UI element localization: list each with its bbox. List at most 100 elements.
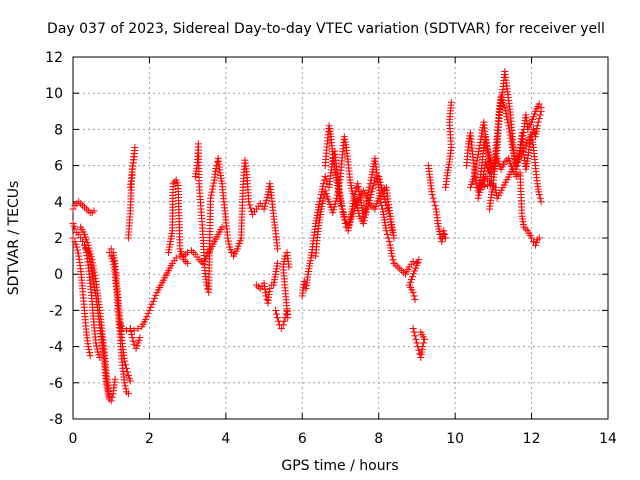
data-point xyxy=(252,281,260,289)
data-point xyxy=(504,119,512,127)
data-point xyxy=(375,172,383,180)
data-point xyxy=(86,349,94,357)
data-point xyxy=(123,364,130,372)
data-point xyxy=(280,317,288,325)
data-point xyxy=(340,212,348,220)
data-point xyxy=(210,179,218,187)
data-point xyxy=(505,122,513,130)
data-point xyxy=(337,198,344,206)
data-point xyxy=(75,198,83,206)
data-point xyxy=(447,98,455,106)
data-point xyxy=(225,240,233,248)
data-point xyxy=(476,141,484,149)
data-point xyxy=(411,332,419,340)
data-point xyxy=(104,389,112,397)
data-point xyxy=(428,191,436,199)
data-point xyxy=(526,140,534,148)
data-point xyxy=(506,131,514,139)
data-point xyxy=(518,138,526,146)
data-point xyxy=(122,361,130,369)
data-point xyxy=(121,357,129,365)
data-point xyxy=(172,254,180,262)
data-point xyxy=(535,191,543,199)
data-point xyxy=(96,353,104,361)
data-point xyxy=(337,201,345,209)
data-point xyxy=(74,249,82,257)
data-point xyxy=(476,188,484,196)
data-point xyxy=(124,390,132,398)
data-point xyxy=(353,201,361,209)
data-point xyxy=(367,191,375,199)
data-point xyxy=(262,196,270,204)
data-point xyxy=(105,395,113,403)
data-point xyxy=(474,151,482,159)
data-point xyxy=(315,198,323,206)
data-point xyxy=(189,248,197,256)
data-point xyxy=(507,137,515,145)
x-tick-label: 14 xyxy=(599,431,617,447)
data-point xyxy=(369,185,377,193)
data-point xyxy=(272,310,280,318)
data-point xyxy=(187,247,195,255)
y-tick-label: 0 xyxy=(54,267,63,283)
data-point xyxy=(483,142,491,150)
data-point xyxy=(319,194,327,202)
data-point xyxy=(355,209,363,217)
data-point xyxy=(136,334,144,342)
data-point xyxy=(485,151,493,159)
data-point xyxy=(151,294,159,302)
data-point xyxy=(369,182,377,190)
data-point xyxy=(130,341,138,349)
data-point xyxy=(84,343,92,351)
data-point xyxy=(152,291,160,299)
data-point xyxy=(338,205,346,213)
data-point xyxy=(413,339,421,347)
data-point xyxy=(85,346,93,354)
data-point xyxy=(398,267,406,275)
data-point xyxy=(411,296,419,304)
data-point xyxy=(339,209,347,217)
data-point xyxy=(383,230,391,238)
data-point xyxy=(417,328,425,336)
data-point xyxy=(208,188,216,196)
grid xyxy=(73,57,608,419)
data-point xyxy=(107,245,115,253)
data-point xyxy=(368,188,376,196)
data-point xyxy=(506,128,514,136)
data-point xyxy=(322,176,330,184)
data-point xyxy=(519,129,527,137)
data-point xyxy=(273,259,281,267)
data-point xyxy=(103,386,111,394)
data-point xyxy=(537,198,545,206)
data-point xyxy=(377,181,385,189)
data-point xyxy=(128,171,136,179)
data-point xyxy=(79,238,87,246)
data-point xyxy=(412,335,420,343)
data-point xyxy=(415,346,423,354)
data-point xyxy=(145,306,153,314)
data-point xyxy=(329,209,337,217)
data-point xyxy=(501,104,509,112)
data-point xyxy=(508,144,516,151)
data-point xyxy=(77,234,85,242)
data-point xyxy=(119,325,127,332)
data-point xyxy=(474,154,482,162)
data-point xyxy=(79,201,87,209)
data-point xyxy=(142,315,150,323)
y-tick-label: 8 xyxy=(54,122,63,138)
data-point xyxy=(442,234,450,242)
data-point xyxy=(509,147,517,155)
data-point xyxy=(361,214,369,222)
data-point xyxy=(377,198,385,206)
data-point xyxy=(477,132,485,140)
data-point xyxy=(82,205,90,213)
data-point xyxy=(484,145,492,153)
data-point xyxy=(419,343,427,351)
data-point xyxy=(470,172,478,180)
data-point xyxy=(440,227,448,235)
data-point xyxy=(507,134,515,142)
data-point xyxy=(184,259,192,267)
data-point xyxy=(148,300,156,308)
data-point xyxy=(518,135,526,143)
data-point xyxy=(333,194,341,202)
